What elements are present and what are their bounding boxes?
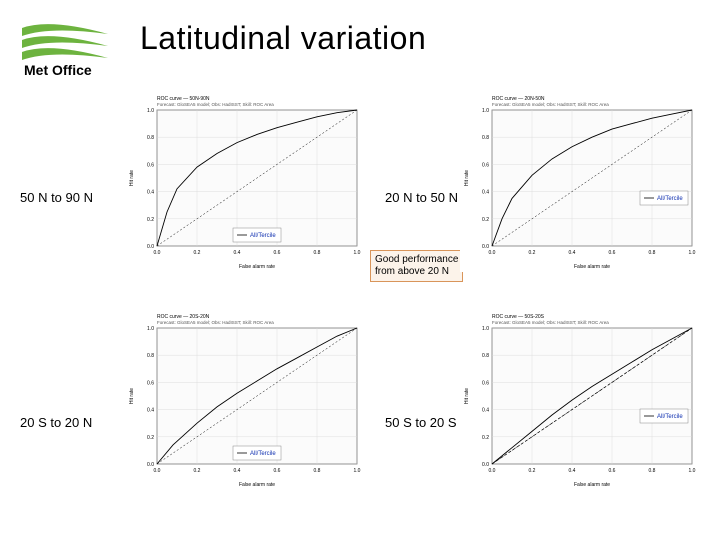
- svg-text:0.0: 0.0: [154, 250, 161, 256]
- svg-text:All/Tercile: All/Tercile: [250, 451, 276, 457]
- chart-20s-20n: ROC curve — 20S-20NForecast: GloSEA5 mod…: [125, 310, 365, 490]
- svg-text:1.0: 1.0: [482, 326, 489, 332]
- met-office-logo: Met Office: [20, 20, 110, 80]
- svg-text:0.4: 0.4: [482, 190, 489, 196]
- svg-text:0.8: 0.8: [147, 135, 154, 141]
- chart-20n-50n: ROC curve — 20N-50NForecast: GloSEA5 mod…: [460, 92, 700, 272]
- svg-text:0.8: 0.8: [482, 353, 489, 359]
- svg-text:Hit rate: Hit rate: [464, 170, 470, 186]
- svg-text:1.0: 1.0: [689, 468, 696, 474]
- svg-text:0.4: 0.4: [147, 408, 154, 414]
- svg-text:0.8: 0.8: [314, 250, 321, 256]
- svg-text:1.0: 1.0: [147, 108, 154, 114]
- page-title: Latitudinal variation: [140, 20, 426, 57]
- svg-text:0.2: 0.2: [482, 435, 489, 441]
- svg-text:0.2: 0.2: [529, 468, 536, 474]
- svg-text:0.0: 0.0: [482, 244, 489, 250]
- svg-text:0.6: 0.6: [609, 468, 616, 474]
- svg-text:0.4: 0.4: [234, 468, 241, 474]
- svg-text:0.0: 0.0: [482, 462, 489, 468]
- region-label-nw: 50 N to 90 N: [20, 190, 115, 205]
- svg-text:0.6: 0.6: [147, 380, 154, 386]
- svg-text:Forecast: GloSEA5 model; Obs:: Forecast: GloSEA5 model; Obs: HadISST; S…: [157, 320, 274, 325]
- svg-text:0.2: 0.2: [147, 217, 154, 223]
- svg-text:1.0: 1.0: [354, 468, 361, 474]
- svg-text:0.4: 0.4: [482, 408, 489, 414]
- svg-text:0.4: 0.4: [147, 190, 154, 196]
- svg-text:0.8: 0.8: [482, 135, 489, 141]
- svg-text:All/Tercile: All/Tercile: [250, 233, 276, 239]
- svg-text:Hit rate: Hit rate: [129, 388, 135, 404]
- svg-text:1.0: 1.0: [354, 250, 361, 256]
- svg-text:Hit rate: Hit rate: [464, 388, 470, 404]
- svg-text:1.0: 1.0: [147, 326, 154, 332]
- svg-text:False alarm rate: False alarm rate: [574, 482, 610, 488]
- svg-text:0.6: 0.6: [609, 250, 616, 256]
- svg-text:False alarm rate: False alarm rate: [239, 482, 275, 488]
- svg-text:0.6: 0.6: [482, 162, 489, 168]
- svg-text:0.4: 0.4: [569, 468, 576, 474]
- svg-text:0.0: 0.0: [489, 468, 496, 474]
- svg-text:0.2: 0.2: [194, 468, 201, 474]
- chart-50s-20s: ROC curve — 50S-20SForecast: GloSEA5 mod…: [460, 310, 700, 490]
- note-line1: Good performance: [375, 254, 458, 265]
- svg-text:All/Tercile: All/Tercile: [657, 414, 683, 420]
- svg-text:0.2: 0.2: [482, 217, 489, 223]
- svg-text:Met Office: Met Office: [24, 62, 92, 78]
- note-line2: from above 20 N: [375, 266, 449, 277]
- svg-text:0.8: 0.8: [314, 468, 321, 474]
- svg-text:1.0: 1.0: [482, 108, 489, 114]
- chart-50n-90n: ROC curve — 50N-90NForecast: GloSEA5 mod…: [125, 92, 365, 272]
- svg-text:Forecast: GloSEA5 model; Obs:: Forecast: GloSEA5 model; Obs: HadISST; S…: [157, 102, 274, 107]
- svg-text:Forecast: GloSEA5 model; Obs:: Forecast: GloSEA5 model; Obs: HadISST; S…: [492, 102, 609, 107]
- svg-text:0.0: 0.0: [147, 244, 154, 250]
- performance-note: Good performance from above 20 N: [370, 250, 463, 282]
- svg-text:0.0: 0.0: [154, 468, 161, 474]
- svg-text:0.2: 0.2: [529, 250, 536, 256]
- svg-text:0.8: 0.8: [649, 468, 656, 474]
- region-label-sw: 20 S to 20 N: [20, 415, 115, 430]
- svg-text:0.4: 0.4: [234, 250, 241, 256]
- svg-text:0.0: 0.0: [147, 462, 154, 468]
- svg-text:False alarm rate: False alarm rate: [239, 264, 275, 270]
- svg-text:0.8: 0.8: [147, 353, 154, 359]
- svg-text:0.6: 0.6: [147, 162, 154, 168]
- svg-text:All/Tercile: All/Tercile: [657, 196, 683, 202]
- svg-text:Hit rate: Hit rate: [129, 170, 135, 186]
- svg-text:0.2: 0.2: [147, 435, 154, 441]
- svg-text:0.0: 0.0: [489, 250, 496, 256]
- svg-text:False alarm rate: False alarm rate: [574, 264, 610, 270]
- svg-text:0.6: 0.6: [274, 250, 281, 256]
- svg-text:0.6: 0.6: [274, 468, 281, 474]
- svg-text:0.2: 0.2: [194, 250, 201, 256]
- svg-text:1.0: 1.0: [689, 250, 696, 256]
- svg-text:0.8: 0.8: [649, 250, 656, 256]
- svg-text:0.6: 0.6: [482, 380, 489, 386]
- svg-text:0.4: 0.4: [569, 250, 576, 256]
- svg-text:Forecast: GloSEA5 model; Obs:: Forecast: GloSEA5 model; Obs: HadISST; S…: [492, 320, 609, 325]
